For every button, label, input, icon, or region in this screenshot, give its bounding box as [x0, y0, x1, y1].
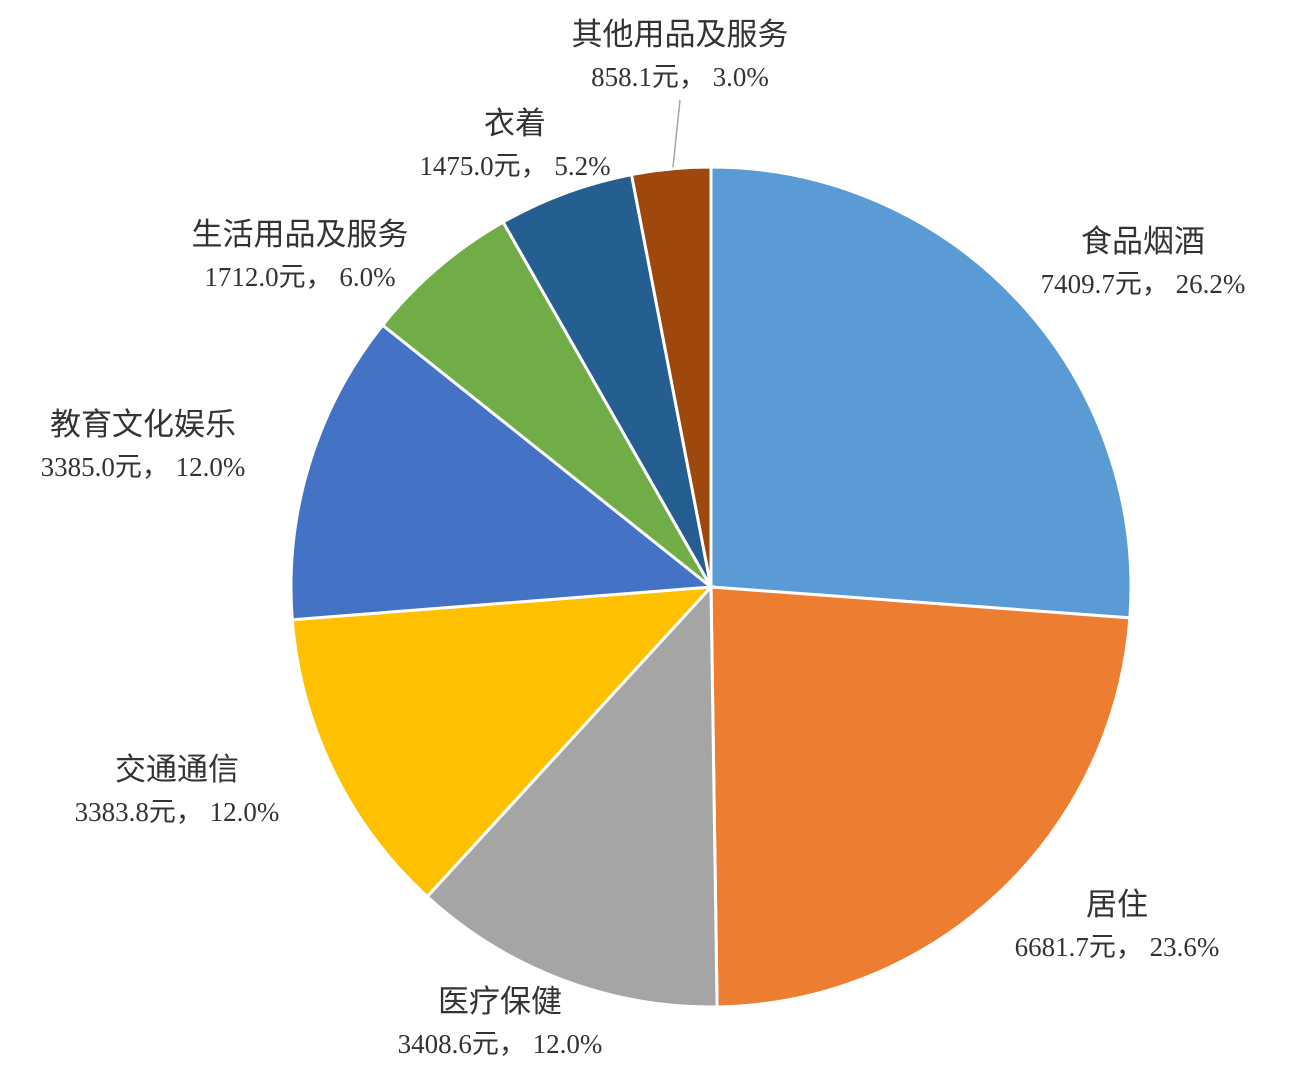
- slice-name: 生活用品及服务: [192, 217, 409, 252]
- pie-slice: [629, 165, 713, 588]
- slice-value-label: 3385.0元， 12.0%: [41, 452, 246, 482]
- slice-name: 医疗保健: [438, 984, 562, 1019]
- slice-name: 衣着: [484, 106, 546, 141]
- slice-name: 食品烟酒: [1081, 224, 1205, 259]
- pie-slice: [289, 323, 715, 622]
- slice-name: 交通通信: [115, 752, 239, 787]
- slice-name: 居住: [1086, 887, 1148, 922]
- slice-value-label: 1712.0元， 6.0%: [204, 262, 395, 292]
- pie-slice: [425, 583, 719, 1009]
- pie-slice: [709, 165, 1133, 620]
- pie-slice: [380, 219, 713, 589]
- slice-value-label: 7409.7元， 26.2%: [1041, 269, 1246, 299]
- slice-value-label: 858.1元， 3.0%: [591, 62, 769, 92]
- slice-value-label: 3383.8元， 12.0%: [75, 797, 280, 827]
- slice-value-label: 3408.6元， 12.0%: [398, 1029, 603, 1059]
- pie-slice: [501, 172, 713, 588]
- slice-value-label: 6681.7元， 23.6%: [1015, 932, 1220, 962]
- slice-value-label: 1475.0元， 5.2%: [419, 151, 610, 181]
- pie-slice: [709, 585, 1132, 1009]
- slice-name: 其他用品及服务: [572, 17, 789, 52]
- slice-name: 教育文化娱乐: [50, 407, 236, 442]
- pie-slice: [290, 585, 715, 899]
